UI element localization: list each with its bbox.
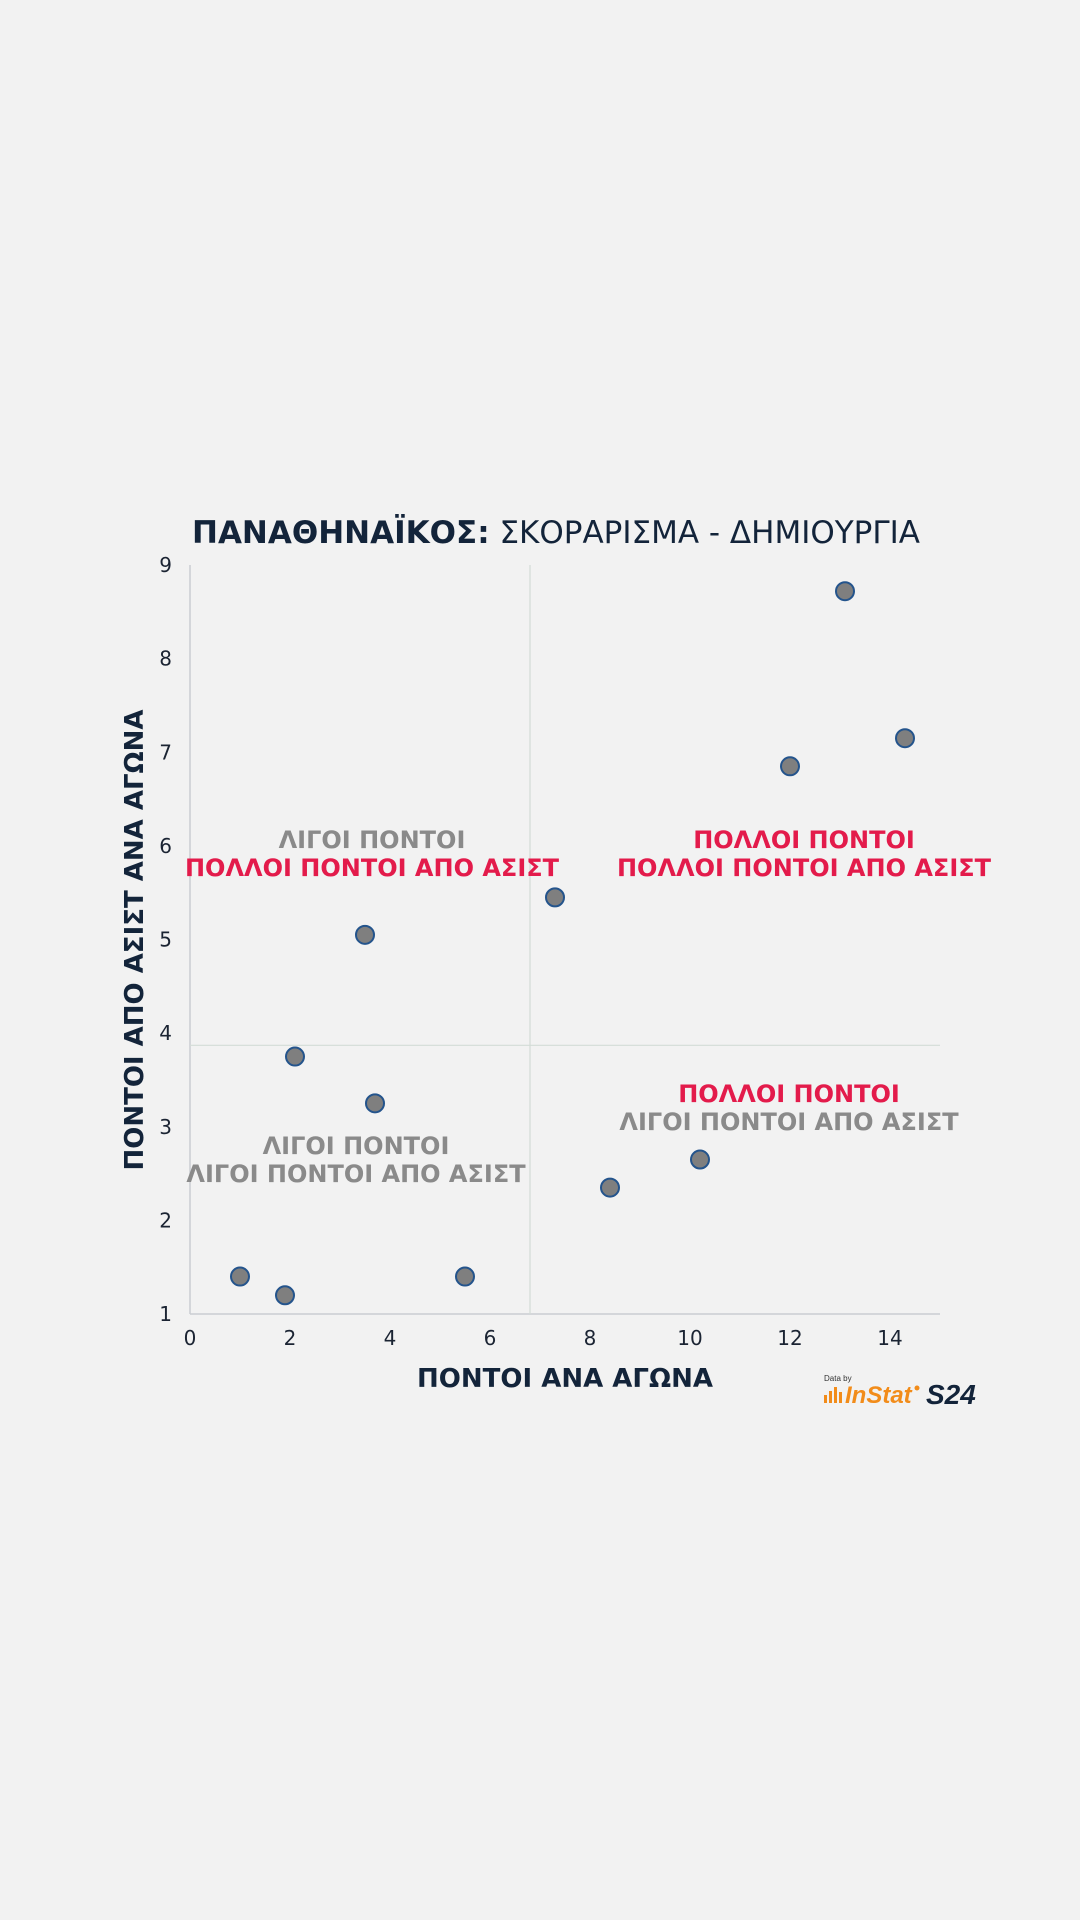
data-by-label: Data by [824, 1374, 852, 1383]
s24-logo: S24 [926, 1379, 976, 1410]
scatter-point [895, 728, 915, 749]
x-tick-label: 10 [677, 1326, 702, 1350]
instat-logo: Data by InStat [824, 1374, 920, 1409]
chart-title: ΠΑΝΑΘΗΝΑΪΚΟΣ: ΣΚΟΡΑΡΙΣΜΑ - ΔΗΜΙΟΥΡΓΙΑ [192, 513, 920, 551]
y-tick-label: 9 [159, 553, 172, 577]
y-tick-label: 7 [159, 740, 172, 764]
instat-wordmark: InStat [845, 1382, 913, 1409]
quadrant-bottom-left-line1: ΛΙΓΟΙ ΠΟΝΤΟΙ [263, 1132, 450, 1160]
y-tick-label: 3 [159, 1115, 172, 1139]
scatter-point [365, 1093, 385, 1114]
y-tick-labels: 1 2 3 4 5 6 7 8 9 [159, 553, 172, 1326]
scatter-point [275, 1285, 295, 1306]
quadrant-top-right-line1: ΠΟΛΛΟΙ ΠΟΝΤΟΙ [693, 826, 915, 854]
x-tick-label: 12 [777, 1326, 802, 1350]
quadrant-top-left-line1: ΛΙΓΟΙ ΠΟΝΤΟΙ [279, 826, 466, 854]
scatter-point [230, 1266, 250, 1287]
quadrant-top-right-line2: ΠΟΛΛΟΙ ΠΟΝΤΟΙ ΑΠΟ ΑΣΙΣΤ [617, 854, 992, 882]
chart-title-bold: ΠΑΝΑΘΗΝΑΪΚΟΣ: [192, 513, 490, 551]
scatter-point [835, 581, 855, 602]
scatter-point [545, 887, 565, 908]
instat-dot-icon [914, 1385, 920, 1391]
x-tick-label: 8 [584, 1326, 597, 1350]
x-tick-label: 6 [484, 1326, 497, 1350]
scatter-points [230, 581, 915, 1306]
scatter-point [285, 1046, 305, 1067]
x-tick-label: 4 [384, 1326, 397, 1350]
quadrant-bottom-left-line2: ΛΙΓΟΙ ΠΟΝΤΟΙ ΑΠΟ ΑΣΙΣΤ [186, 1160, 526, 1188]
y-tick-label: 6 [159, 834, 172, 858]
x-tick-label: 14 [877, 1326, 902, 1350]
y-tick-label: 2 [159, 1208, 172, 1232]
y-tick-label: 8 [159, 647, 172, 671]
scatter-point [600, 1177, 620, 1198]
scatter-point [780, 756, 800, 777]
quadrant-top-left-line2: ΠΟΛΛΟΙ ΠΟΝΤΟΙ ΑΠΟ ΑΣΙΣΤ [185, 854, 560, 882]
scatter-point [690, 1149, 710, 1170]
scatter-point [455, 1266, 475, 1287]
x-tick-labels: 0 2 4 6 8 10 12 14 [184, 1326, 903, 1350]
quadrant-bottom-right-line1: ΠΟΛΛΟΙ ΠΟΝΤΟΙ [678, 1080, 900, 1108]
x-tick-label: 0 [184, 1326, 197, 1350]
chart-title-rest: ΣΚΟΡΑΡΙΣΜΑ - ΔΗΜΙΟΥΡΓΙΑ [490, 515, 920, 551]
y-tick-label: 5 [159, 928, 172, 952]
instat-bars-icon [824, 1387, 842, 1403]
scatter-point [355, 924, 375, 945]
x-tick-label: 2 [284, 1326, 297, 1350]
y-axis-title: ΠΟΝΤΟΙ ΑΠΟ ΑΣΙΣΤ ΑΝΑ ΑΓΩΝΑ [120, 709, 150, 1170]
y-tick-label: 4 [159, 1021, 172, 1045]
quadrant-bottom-right-line2: ΛΙΓΟΙ ΠΟΝΤΟΙ ΑΠΟ ΑΣΙΣΤ [619, 1108, 959, 1136]
x-axis-title: ΠΟΝΤΟΙ ΑΝΑ ΑΓΩΝΑ [417, 1364, 713, 1394]
y-tick-label: 1 [159, 1302, 172, 1326]
